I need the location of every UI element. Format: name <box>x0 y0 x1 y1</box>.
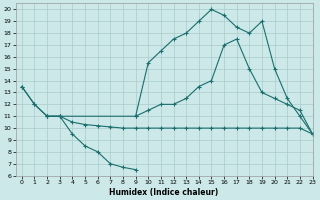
X-axis label: Humidex (Indice chaleur): Humidex (Indice chaleur) <box>109 188 219 197</box>
